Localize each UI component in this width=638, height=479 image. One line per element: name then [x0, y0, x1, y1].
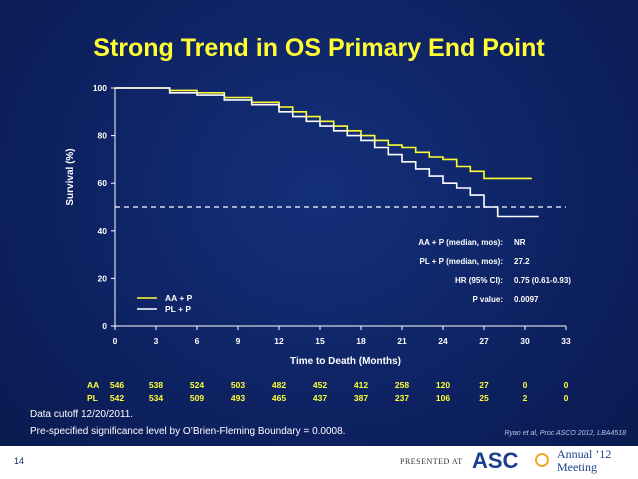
- at-risk-value: 534: [149, 393, 163, 403]
- stat-value: 0.75 (0.61-0.93): [514, 276, 571, 285]
- at-risk-value: 258: [395, 380, 409, 390]
- y-tick-label: 40: [98, 226, 108, 236]
- at-risk-value: 387: [354, 393, 368, 403]
- at-risk-value: 493: [231, 393, 245, 403]
- stat-value: 0.0097: [514, 295, 539, 304]
- at-risk-value: 509: [190, 393, 204, 403]
- y-tick-label: 20: [98, 273, 108, 283]
- presented-at-label: PRESENTED AT: [400, 457, 463, 466]
- y-axis-label: Survival (%): [65, 148, 76, 205]
- at-risk-value: 524: [190, 380, 204, 390]
- at-risk-value: 237: [395, 393, 409, 403]
- stat-label: P value:: [472, 295, 503, 304]
- at-risk-value: 0: [564, 393, 569, 403]
- slide-number: 14: [14, 456, 25, 466]
- x-tick-label: 12: [274, 336, 284, 346]
- meeting-line2: Meeting: [557, 460, 597, 474]
- x-tick-label: 30: [520, 336, 530, 346]
- at-risk-value: 546: [110, 380, 124, 390]
- at-risk-row-label: AA: [87, 380, 99, 390]
- x-axis-label: Time to Death (Months): [290, 356, 401, 367]
- x-tick-label: 15: [315, 336, 325, 346]
- at-risk-value: 106: [436, 393, 450, 403]
- at-risk-value: 437: [313, 393, 327, 403]
- logo-circle-icon: [535, 453, 549, 467]
- at-risk-value: 482: [272, 380, 286, 390]
- at-risk-value: 27: [479, 380, 489, 390]
- slide-title: Strong Trend in OS Primary End Point: [93, 34, 545, 62]
- at-risk-value: 452: [313, 380, 327, 390]
- x-tick-label: 3: [154, 336, 159, 346]
- stat-label: AA + P (median, mos):: [418, 238, 503, 247]
- stat-label: PL + P (median, mos):: [419, 257, 503, 266]
- y-tick-label: 100: [93, 83, 107, 93]
- legend-label: PL + P: [165, 304, 191, 314]
- at-risk-value: 503: [231, 380, 245, 390]
- footer-bar: 14 PRESENTED AT ASC Annual ’12 Meeting: [0, 446, 638, 479]
- y-tick-label: 60: [98, 178, 108, 188]
- y-tick-label: 0: [102, 321, 107, 331]
- at-risk-value: 0: [564, 380, 569, 390]
- x-tick-label: 9: [236, 336, 241, 346]
- stat-value: NR: [514, 238, 526, 247]
- at-risk-value: 542: [110, 393, 124, 403]
- legend-label: AA + P: [165, 293, 193, 303]
- series-line-pl-p: [115, 87, 539, 218]
- at-risk-value: 0: [523, 380, 528, 390]
- citation: Ryan et al, Proc ASCO 2012, LBA4518: [504, 430, 626, 437]
- significance-note: Pre-specified significance level by O’Br…: [30, 426, 346, 437]
- at-risk-value: 2: [523, 393, 528, 403]
- stat-value: 27.2: [514, 257, 530, 266]
- x-tick-label: 18: [356, 336, 366, 346]
- at-risk-row-label: PL: [87, 393, 98, 403]
- at-risk-value: 412: [354, 380, 368, 390]
- y-tick-label: 80: [98, 131, 108, 141]
- stat-label: HR (95% CI):: [455, 276, 503, 285]
- meeting-line1: Annual ’12: [557, 447, 612, 461]
- annual-meeting-logo: Annual ’12 Meeting: [557, 448, 611, 474]
- asco-logo: ASC: [472, 448, 519, 473]
- x-tick-label: 24: [438, 336, 448, 346]
- at-risk-value: 538: [149, 380, 163, 390]
- x-tick-label: 0: [113, 336, 118, 346]
- at-risk-value: 465: [272, 393, 286, 403]
- at-risk-value: 120: [436, 380, 450, 390]
- x-tick-label: 27: [479, 336, 489, 346]
- series-line-aa-p: [115, 87, 532, 180]
- data-cutoff-note: Data cutoff 12/20/2011.: [30, 409, 134, 420]
- x-tick-label: 33: [561, 336, 571, 346]
- at-risk-value: 25: [479, 393, 489, 403]
- x-tick-label: 21: [397, 336, 407, 346]
- x-tick-label: 6: [195, 336, 200, 346]
